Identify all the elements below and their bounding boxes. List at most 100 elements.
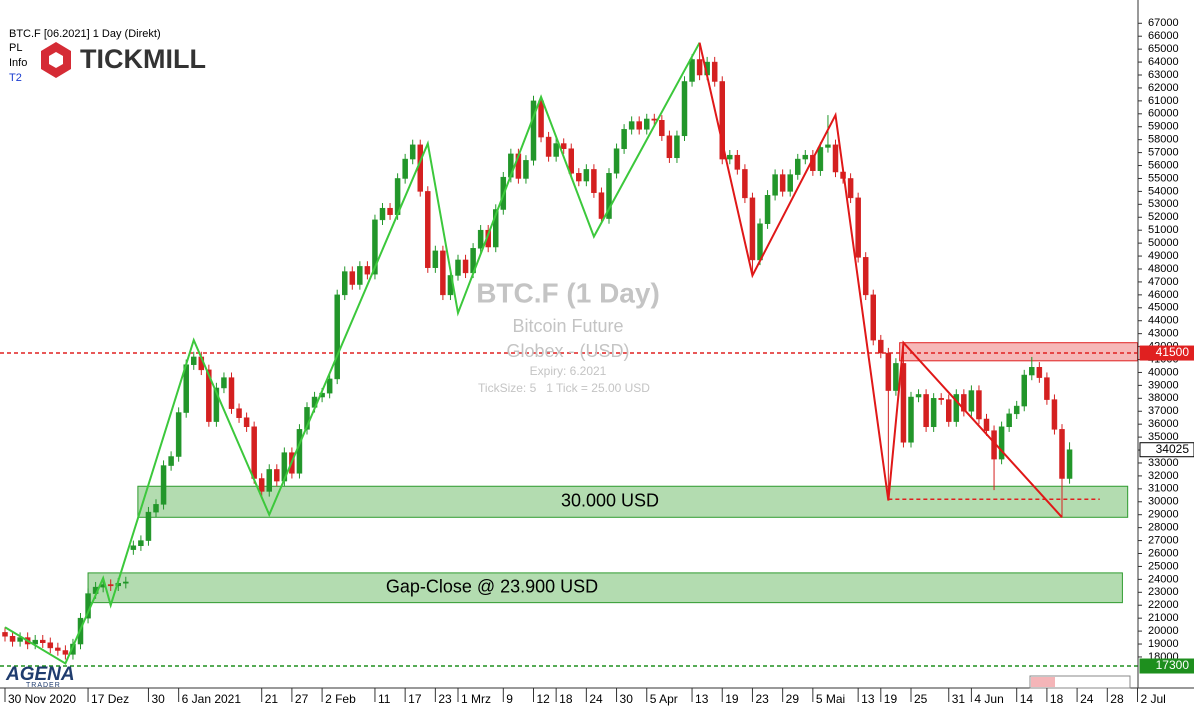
candle-body <box>213 387 220 422</box>
y-tick-label: 64000 <box>1148 56 1179 68</box>
candle-body <box>878 339 884 354</box>
candle-body <box>296 429 303 474</box>
y-tick-label: 65000 <box>1148 43 1179 55</box>
x-tick-label: 17 Dez <box>91 692 129 706</box>
brand: TICKMILL <box>80 44 206 74</box>
zone <box>137 485 1129 518</box>
candle-body <box>145 511 152 541</box>
y-tick-label: 31000 <box>1148 483 1179 495</box>
candle-body <box>493 209 499 248</box>
candle-body <box>802 154 809 160</box>
candle-body <box>1036 367 1043 378</box>
y-tick-label: 48000 <box>1148 263 1179 275</box>
price-box <box>1139 442 1194 458</box>
candle-body <box>636 121 642 130</box>
candle-body <box>908 396 914 443</box>
candle-body <box>674 135 680 159</box>
candle-body <box>138 540 144 546</box>
plot-area <box>0 42 1138 667</box>
x-tick-label: 1 Mrz <box>461 692 491 706</box>
logo-name: AGENA <box>5 664 75 685</box>
link[interactable]: T2 <box>9 72 22 84</box>
y-tick-label: 37000 <box>1148 405 1179 417</box>
menu-item[interactable]: Info <box>9 57 27 69</box>
y-tick-label: 63000 <box>1148 69 1179 81</box>
candle-body <box>742 169 748 199</box>
y-tick-label: 59000 <box>1148 121 1179 133</box>
candle-body <box>953 394 960 422</box>
zone <box>899 342 1138 362</box>
y-tick-label: 38000 <box>1148 392 1179 404</box>
candle-body <box>727 154 733 160</box>
candle-body <box>47 642 54 649</box>
y-tick-label: 30000 <box>1148 496 1179 508</box>
candle-body <box>719 81 725 160</box>
x-tick-label: 14 <box>1020 692 1034 706</box>
y-tick-label: 67000 <box>1148 17 1179 29</box>
zone-label: Gap-Close @ 23.900 USD <box>386 577 598 597</box>
candle-body <box>825 144 831 148</box>
candle-body <box>274 469 280 482</box>
candle-body <box>855 197 861 258</box>
y-tick-label: 25000 <box>1148 560 1179 572</box>
candle-body <box>976 390 982 420</box>
x-tick-label: 27 <box>295 692 309 706</box>
y-tick-label: 60000 <box>1148 108 1179 120</box>
x-tick-label: 5 Mai <box>816 692 845 706</box>
candle-body <box>651 118 658 121</box>
x-tick-label: 6 Jan 2021 <box>182 692 242 706</box>
candle-body <box>175 412 182 457</box>
chart-header: BTC.F [06.2021] 1 Day (Direkt) <box>9 28 161 40</box>
y-tick-label: 50000 <box>1148 237 1179 249</box>
candle-body <box>1006 413 1012 428</box>
candle-body <box>1066 449 1073 479</box>
candle-body <box>968 390 975 412</box>
y-tick-label: 45000 <box>1148 302 1179 314</box>
candle-body <box>1059 429 1065 479</box>
x-tick-label: 30 <box>620 692 634 706</box>
candle-body <box>983 418 990 431</box>
candle-body <box>568 148 574 174</box>
candle-body <box>9 636 16 642</box>
price-box-label: 41500 <box>1156 345 1190 359</box>
candle-body <box>628 121 635 130</box>
x-tick-label: 31 <box>952 692 966 706</box>
candle-body <box>130 545 137 550</box>
candle-body <box>961 394 967 412</box>
candle-body <box>432 250 439 268</box>
candle-body <box>334 294 340 380</box>
menu-item[interactable]: PL <box>9 42 22 54</box>
x-tick-label: 11 <box>378 692 391 706</box>
candle-body <box>191 356 197 365</box>
candle-body <box>560 143 567 149</box>
candle-body <box>1013 405 1020 415</box>
x-tick-label: 30 Nov 2020 <box>8 692 76 706</box>
candle-body <box>228 377 235 409</box>
y-tick-label: 24000 <box>1148 573 1179 585</box>
candle-body <box>2 632 8 637</box>
y-tick-label: 43000 <box>1148 328 1179 340</box>
price-box-label: 17300 <box>1156 658 1190 672</box>
y-tick-label: 66000 <box>1148 30 1179 42</box>
watermark-ticksize: TickSize: 5 1 Tick = 25.00 USD <box>478 381 650 395</box>
candle-body <box>885 352 892 391</box>
candle-body <box>606 173 612 219</box>
y-tick-label: 36000 <box>1148 418 1179 430</box>
candle-body <box>749 197 756 261</box>
y-tick-label: 49000 <box>1148 250 1179 262</box>
candle-body <box>523 160 529 179</box>
x-tick-label: 19 <box>884 692 898 706</box>
candle-body <box>409 144 416 160</box>
y-axis-area <box>1138 0 1194 688</box>
watermark-subtitle: Bitcoin Future <box>512 316 623 336</box>
candle-body <box>666 135 673 159</box>
candle-body <box>696 59 703 76</box>
price-box <box>1139 345 1194 361</box>
candle-body <box>659 120 665 137</box>
candle-body <box>62 650 69 655</box>
y-tick-label: 33000 <box>1148 457 1179 469</box>
candle-body <box>915 394 922 398</box>
candle-body <box>387 207 393 215</box>
scroll-thumb[interactable] <box>1031 677 1055 687</box>
candle-body <box>160 465 167 505</box>
